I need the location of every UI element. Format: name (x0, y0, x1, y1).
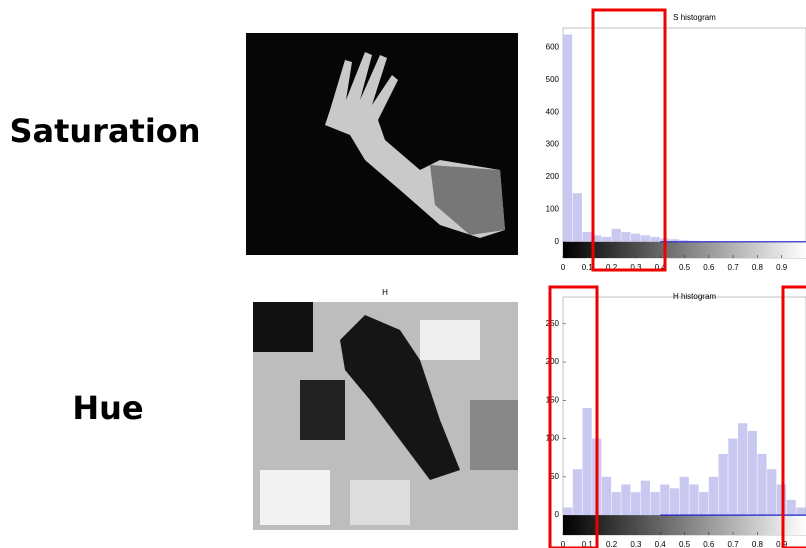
histogram-bar (650, 236, 660, 242)
x-tick-label: 0.8 (752, 263, 764, 272)
y-tick-label: 600 (546, 43, 560, 52)
x-tick-label: 0 (561, 540, 566, 548)
histogram-bar (582, 407, 592, 516)
histogram-bar (679, 476, 689, 516)
x-tick-label: 0.7 (728, 263, 740, 272)
histogram-bar (796, 507, 806, 516)
x-tick-label: 0.9 (776, 263, 788, 272)
histogram-bar (572, 193, 582, 242)
histogram-bar (621, 232, 631, 242)
histogram-bar (776, 484, 787, 516)
x-tick-label: 0.2 (606, 263, 618, 272)
y-tick-label: 150 (546, 395, 560, 404)
histogram-bar (679, 240, 689, 242)
hue-label: Hue (72, 389, 143, 427)
x-tick-label: 0.1 (582, 263, 594, 272)
highlight-box (781, 285, 806, 548)
y-tick-label: 100 (546, 434, 560, 443)
x-tick-label: 0.2 (606, 540, 618, 548)
histogram-bar (592, 235, 602, 242)
histogram-title: S histogram (673, 13, 716, 22)
histogram-bar (631, 233, 641, 242)
histogram-bar (650, 492, 660, 516)
histogram-bar (572, 469, 582, 516)
histogram-bar (689, 484, 699, 516)
y-tick-label: 200 (546, 357, 560, 366)
histogram-bar (728, 438, 738, 516)
histogram-bar (563, 34, 573, 242)
y-tick-label: 250 (546, 319, 560, 328)
histogram-bar (640, 480, 650, 516)
histogram-bar (601, 236, 612, 242)
x-tick-label: 0.5 (679, 263, 691, 272)
x-tick-label: 0.8 (752, 540, 764, 548)
histogram-bar (611, 228, 621, 242)
highlight-box (548, 285, 599, 548)
histogram-bar (660, 484, 670, 516)
colorbar (563, 241, 806, 258)
x-tick-label: 0.7 (728, 540, 740, 548)
x-tick-label: 0.5 (679, 540, 691, 548)
histogram-bar (611, 492, 621, 516)
y-tick-label: 200 (546, 172, 560, 181)
highlight-box (591, 8, 667, 272)
colorbar (563, 515, 806, 535)
histogram-bar (669, 239, 680, 242)
histogram-bar (601, 476, 612, 516)
histogram-bar (718, 453, 728, 516)
saturation-label: Saturation (9, 112, 200, 150)
histogram-bar (563, 507, 573, 516)
x-tick-label: 0 (561, 263, 566, 272)
x-tick-label: 0.1 (582, 540, 594, 548)
y-tick-label: 100 (546, 205, 560, 214)
plot-area (562, 27, 806, 259)
histogram-title: H histogram (673, 292, 716, 301)
histogram-bar (757, 453, 767, 516)
histogram-bar (621, 484, 631, 516)
histogram-bar (582, 232, 592, 242)
y-tick-label: 50 (550, 472, 559, 481)
x-tick-label: 0.6 (703, 540, 715, 548)
histogram-bar (747, 430, 757, 516)
hue-image (253, 302, 518, 530)
histogram-bar (708, 476, 719, 516)
histogram-bar (767, 469, 777, 516)
histogram-bar (640, 235, 650, 242)
y-tick-label: 300 (546, 140, 560, 149)
x-tick-label: 0.3 (630, 540, 642, 548)
histogram-bar (631, 492, 641, 516)
y-tick-label: 0 (555, 237, 560, 246)
histogram-bar (737, 423, 748, 516)
saturation-image (246, 33, 518, 255)
x-tick-label: 0.6 (703, 263, 715, 272)
histogram-bar (699, 492, 709, 516)
x-tick-label: 0.4 (655, 540, 667, 548)
y-tick-label: 400 (546, 107, 560, 116)
h-image-title: H (382, 288, 388, 297)
x-tick-label: 0.3 (630, 263, 642, 272)
histogram-bar (786, 499, 796, 516)
y-tick-label: 500 (546, 75, 560, 84)
y-tick-label: 0 (555, 510, 560, 519)
x-tick-label: 0.4 (655, 263, 667, 272)
histogram-bar (669, 488, 680, 516)
